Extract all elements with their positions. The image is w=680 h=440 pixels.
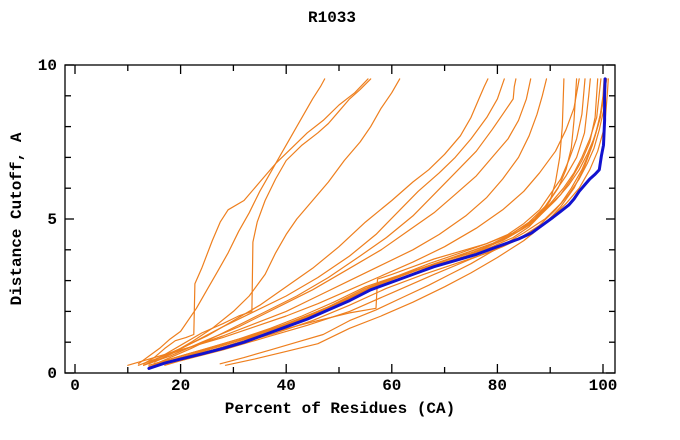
x-tick-label: 60 xyxy=(382,377,401,395)
model-line-model-08 xyxy=(158,78,517,363)
model-line-model-02 xyxy=(137,78,326,365)
model-line-model-19 xyxy=(153,78,602,365)
y-tick-label: 0 xyxy=(47,365,57,383)
model-line-model-15 xyxy=(158,78,599,365)
x-tick-label: 80 xyxy=(488,377,507,395)
x-tick-label: 100 xyxy=(589,377,618,395)
x-tick-label: 40 xyxy=(277,377,296,395)
model-line-model-03 xyxy=(143,78,369,365)
y-axis-label: Distance Cutoff, A xyxy=(8,132,26,305)
model-line-model-21 xyxy=(224,78,608,366)
model-line-model-20 xyxy=(219,78,607,365)
model-line-model-06 xyxy=(143,78,489,366)
model-line-model-16 xyxy=(148,78,605,366)
model-line-model-07 xyxy=(148,78,505,365)
y-tick-label: 10 xyxy=(38,57,57,75)
model-line-model-11 xyxy=(153,78,565,368)
model-line-model-10 xyxy=(137,78,548,366)
series-layer xyxy=(127,77,609,370)
model-line-model-01 xyxy=(127,78,580,366)
model-line-model-12 xyxy=(158,78,578,366)
model-line-model-13 xyxy=(148,78,586,368)
model-line-model-05 xyxy=(153,78,401,363)
x-tick-label: 20 xyxy=(171,377,190,395)
model-line-model-04 xyxy=(148,78,372,365)
highlighted-model-line xyxy=(147,77,607,370)
model-line-model-09 xyxy=(143,78,532,366)
chart-title: R1033 xyxy=(308,9,356,27)
x-axis-label: Percent of Residues (CA) xyxy=(225,400,455,418)
axes-layer: 0 20 40 60 80 100 0 5 10 xyxy=(38,57,618,395)
y-tick-label: 5 xyxy=(47,211,57,229)
x-tick-label: 0 xyxy=(70,377,80,395)
